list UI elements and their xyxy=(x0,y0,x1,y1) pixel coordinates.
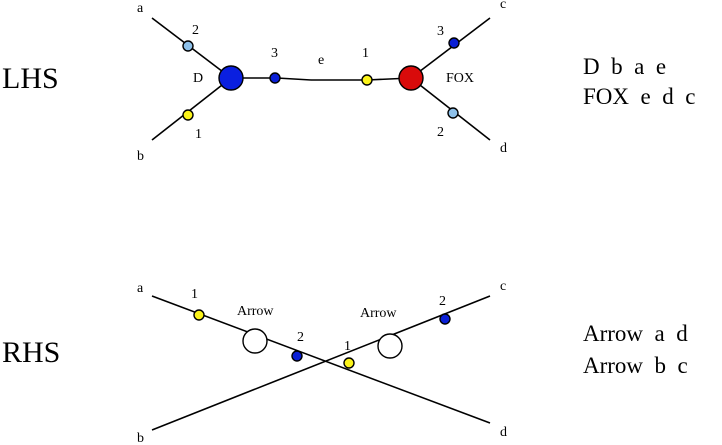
lhs-node-name-D: D xyxy=(193,71,203,86)
lhs-port-num-D-3: 3 xyxy=(271,46,278,61)
lhs-leg-a: a xyxy=(137,1,144,16)
lhs-node-name-FOX: FOX xyxy=(446,71,474,86)
lhs-port-num-FOX-2: 2 xyxy=(437,125,444,140)
rhs-leg-c: c xyxy=(500,279,506,294)
lhs-leg-d: d xyxy=(500,141,507,156)
lhs-port-num-D-1: 1 xyxy=(195,127,202,142)
rhs-leg-b: b xyxy=(137,431,144,445)
port-arrow-right-1 xyxy=(343,357,355,369)
rhs-label: RHS xyxy=(2,336,60,369)
node-arrow-left xyxy=(242,328,268,354)
lhs-port-num-FOX-1: 1 xyxy=(362,46,369,61)
lhs-edge-c xyxy=(410,17,491,79)
rhs-rule-1: Arrow a d xyxy=(583,321,688,346)
port-D-1 xyxy=(182,109,194,121)
lhs-rule-2: FOX e d c xyxy=(583,84,695,109)
rhs-edge-a-d xyxy=(151,295,491,424)
lhs-edge-b xyxy=(151,77,232,141)
rhs-node-name-arrow-right: Arrow xyxy=(360,306,397,321)
node-arrow-right xyxy=(377,333,403,359)
lhs-label: LHS xyxy=(2,62,59,95)
rhs-port-num-right-2: 2 xyxy=(439,294,446,309)
rhs-port-num-left-1: 1 xyxy=(191,287,198,302)
node-FOX xyxy=(398,65,424,91)
port-arrow-right-2 xyxy=(439,313,451,325)
lhs-leg-b: b xyxy=(137,149,144,164)
rhs-edge-b-c xyxy=(151,295,491,431)
rhs-leg-a: a xyxy=(137,281,144,296)
lhs-leg-c: c xyxy=(500,0,506,12)
port-D-2 xyxy=(182,40,194,52)
rhs-port-num-right-1: 1 xyxy=(344,339,351,354)
lhs-port-num-FOX-3: 3 xyxy=(437,24,444,39)
port-FOX-2 xyxy=(447,107,459,119)
rhs-rule-2: Arrow b c xyxy=(583,353,688,378)
rhs-leg-d: d xyxy=(500,425,507,440)
port-FOX-3 xyxy=(448,37,460,49)
rhs-node-name-arrow-left: Arrow xyxy=(237,304,274,319)
lhs-edge-e-left xyxy=(276,77,312,81)
port-D-3 xyxy=(269,72,281,84)
rhs-port-num-left-2: 2 xyxy=(297,330,304,345)
lhs-leg-e: e xyxy=(318,53,324,68)
port-FOX-1 xyxy=(361,74,373,86)
port-arrow-left-1 xyxy=(193,309,205,321)
port-arrow-left-2 xyxy=(291,350,303,362)
node-D xyxy=(218,65,244,91)
lhs-port-num-D-2: 2 xyxy=(192,23,199,38)
lhs-rule-1: D b a e xyxy=(583,54,666,79)
